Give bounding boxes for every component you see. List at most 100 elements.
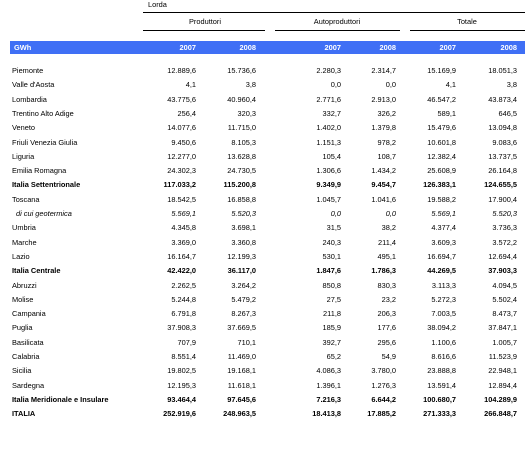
cell-value: 830,3 [377,280,397,290]
cell-value: 707,9 [177,337,197,347]
cell-value: 1.396,1 [316,380,341,390]
cell-value: 392,7 [322,337,342,347]
cell-value: 1.379,8 [371,123,396,133]
cell-value: 11.469,0 [227,352,256,361]
row-label: Puglia [12,323,33,333]
cell-value: 46.547,2 [427,94,456,104]
row-label: Campania [12,309,46,319]
cell-value: 17.900,4 [488,194,517,204]
cell-value: 16.858,8 [227,194,256,204]
cell-value: 1.434,2 [371,166,396,176]
row-label: Calabria [12,352,40,361]
cell-value: 12.199,3 [227,251,256,261]
cell-value: 177,6 [377,323,397,333]
row-label: Molise [12,294,34,304]
cell-value: 126.383,1 [423,180,456,190]
cell-value: 3,8 [245,80,256,90]
rule [275,30,400,31]
cell-value: 3.736,3 [492,223,517,233]
cell-value: 19.588,2 [427,194,456,204]
rule [410,30,525,31]
cell-value: 326,2 [377,108,397,118]
cell-value: 38.094,2 [427,323,456,333]
cell-value: 0,0 [385,80,396,90]
cell-value: 104.289,9 [484,394,517,404]
cell-value: 8.105,3 [231,137,256,147]
cell-value: 256,4 [177,108,197,118]
cell-value: 12.382,4 [427,151,456,161]
row-label: Liguria [12,151,35,161]
cell-value: 5.479,2 [231,294,256,304]
row-label: Abruzzi [12,280,37,290]
cell-value: 37.669,5 [227,323,256,333]
cell-value: 97.645,6 [227,394,256,404]
header-band [10,41,525,54]
header-year: 2007 [324,43,341,52]
cell-value: 31,5 [326,223,341,233]
cell-value: 5.502,4 [492,294,517,304]
cell-value: 2.771,6 [316,94,341,104]
cell-value: 3.780,0 [371,366,396,376]
cell-value: 13.094,8 [488,123,517,133]
cell-value: 14.077,6 [167,123,196,133]
cell-value: 1.402,0 [316,123,341,133]
cell-value: 37.903,3 [488,266,517,276]
cell-value: 8.551,4 [171,352,196,361]
cell-value: 5.244,8 [171,294,196,304]
cell-value: 54,9 [381,352,396,361]
cell-value: 6.644,2 [371,394,396,404]
cell-value: 185,9 [322,323,342,333]
cell-value: 9.454,7 [371,180,396,190]
cell-value: 4.094,5 [492,280,517,290]
header-label: GWh [14,43,32,52]
cell-value: 15.169,9 [427,66,456,75]
row-label: di cui geotermica [16,209,72,218]
cell-value: 23,2 [381,294,396,304]
group-header: Totale [457,17,477,26]
cell-value: 37.908,3 [167,323,196,333]
header-year: 2007 [179,43,196,52]
cell-value: 26.164,8 [488,166,517,176]
cell-value: 252.919,6 [163,409,196,419]
cell-value: 18.542,5 [167,194,196,204]
cell-value: 105,4 [322,151,342,161]
group-title: Lorda [148,0,167,9]
row-label: Italia Meridionale e Insulare [12,394,109,404]
cell-value: 8.267,3 [231,309,256,319]
row-label: Lazio [12,251,30,261]
cell-value: 1.151,3 [316,137,341,147]
cell-value: 16.694,7 [427,251,456,261]
cell-value: 0,0 [330,209,341,218]
cell-value: 108,7 [377,151,397,161]
cell-value: 6.791,8 [171,309,196,319]
cell-value: 206,3 [377,309,397,319]
cell-value: 2.262,5 [171,280,196,290]
row-label: Sardegna [12,380,45,390]
cell-value: 211,8 [323,309,341,319]
cell-value: 12.694,4 [488,251,517,261]
group-header: Autoproduttori [313,17,361,26]
cell-value: 9.349,9 [316,180,341,190]
cell-value: 1.041,6 [371,194,396,204]
cell-value: 1.306,6 [316,166,341,176]
cell-value: 12.195,3 [167,380,196,390]
row-label: Valle d'Aosta [12,80,55,90]
cell-value: 7.003,5 [431,309,456,319]
cell-value: 18.413,8 [312,409,341,419]
row-label: Umbria [12,223,36,233]
cell-value: 7.216,3 [316,394,341,404]
cell-value: 332,7 [322,108,342,118]
cell-value: 23.888,8 [427,366,456,376]
cell-value: 5.520,3 [492,209,517,218]
header-year: 2008 [239,43,256,52]
cell-value: 15.736,6 [227,66,256,75]
cell-value: 3.264,2 [231,280,256,290]
cell-value: 3,8 [506,80,517,90]
cell-value: 11.618,1 [227,380,256,390]
cell-value: 42.422,0 [167,266,196,276]
row-label: Italia Settentrionale [12,180,81,190]
rule [143,12,525,13]
cell-value: 1.100,6 [431,337,456,347]
cell-value: 5.569,1 [171,209,196,218]
cell-value: 5.520,3 [231,209,256,218]
